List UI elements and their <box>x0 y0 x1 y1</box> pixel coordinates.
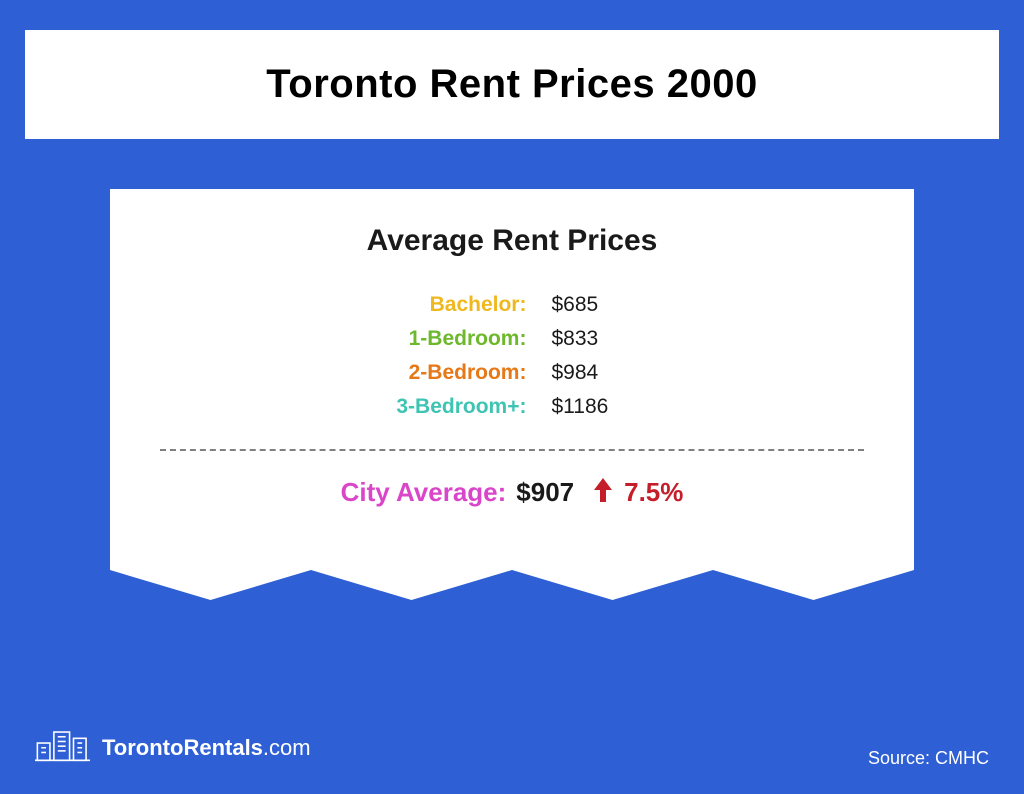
brand-name-rest: .com <box>263 735 311 760</box>
city-average-label: City Average: <box>341 477 507 508</box>
receipt-heading: Average Rent Prices <box>150 224 874 258</box>
price-row: 1-Bedroom: $833 <box>150 327 874 351</box>
source-attribution: Source: CMHC <box>868 748 989 769</box>
receipt-card: Average Rent Prices Bachelor: $685 1-Bed… <box>110 189 914 609</box>
brand-name-bold: TorontoRentals <box>102 735 263 760</box>
title-bar: Toronto Rent Prices 2000 <box>25 30 999 139</box>
brand-text: TorontoRentals.com <box>102 735 311 761</box>
percent-change: 7.5% <box>624 477 683 508</box>
price-value-3br: $1186 <box>551 395 608 419</box>
price-value-2br: $984 <box>551 361 598 385</box>
price-label-2br: 2-Bedroom: <box>150 361 526 385</box>
brand: TorontoRentals.com <box>35 726 311 769</box>
page-title: Toronto Rent Prices 2000 <box>45 62 979 107</box>
price-row: 3-Bedroom+: $1186 <box>150 395 874 419</box>
city-average-value: $907 <box>516 477 574 508</box>
city-average-row: City Average: $907 7.5% <box>150 476 874 509</box>
price-value-1br: $833 <box>551 327 598 351</box>
price-list: Bachelor: $685 1-Bedroom: $833 2-Bedroom… <box>150 293 874 419</box>
receipt-zigzag-edge <box>110 570 914 610</box>
dashed-divider <box>160 449 864 451</box>
price-label-3br: 3-Bedroom+: <box>150 395 526 419</box>
price-label-bachelor: Bachelor: <box>150 293 526 317</box>
price-value-bachelor: $685 <box>551 293 598 317</box>
price-label-1br: 1-Bedroom: <box>150 327 526 351</box>
price-row: 2-Bedroom: $984 <box>150 361 874 385</box>
buildings-icon <box>35 726 90 769</box>
price-row: Bachelor: $685 <box>150 293 874 317</box>
footer: TorontoRentals.com Source: CMHC <box>35 726 989 769</box>
arrow-up-icon <box>592 476 614 509</box>
